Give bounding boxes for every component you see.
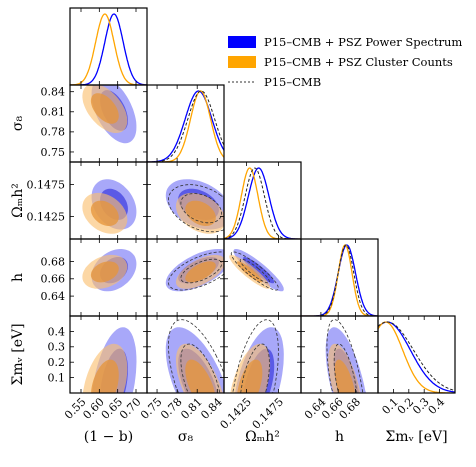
y-axis-label-h: h [10,273,26,282]
y-tick-label-h: 0.64 [41,290,66,303]
contour-95-p15cmb [167,319,224,393]
panel-frame-1-1 [146,84,225,163]
y-axis-label-om: Ωₘh² [10,183,26,218]
panel-s8-vs-om [165,179,224,234]
axis-labels-layer: (1 − b) σ₈ Ωₘh² h Σmᵥ [eV] σ₈ Ωₘh² h Σmᵥ [eV] [10,116,448,445]
y-tick-label-s8: 0.81 [41,106,66,119]
x-tick-label-b: 0.70 [117,395,144,422]
x-axis-label-s8: σ₈ [178,429,194,445]
contour-68-series-1 [90,261,119,283]
contour-68-series-1 [237,359,263,393]
contour-95-p15cmb [167,251,224,291]
contour-68-p15cmb [239,258,270,284]
marginal-curve-1 [224,167,301,239]
y-tick-label-mnu: 0.1 [48,371,66,384]
legend-label-1: P15–CMB + PSZ Cluster Counts [264,55,453,69]
legend-swatch-1 [228,56,256,68]
contour-68-series-1 [185,200,216,226]
marginal-curve-0 [70,13,147,85]
x-axis-label-om: Ωₘh² [245,429,280,445]
x-tick-label-om: 0.1425 [218,395,254,431]
panel-s8-vs-mnu [165,319,224,393]
y-tick-label-s8: 0.75 [41,146,66,159]
y-tick-label-h: 0.66 [41,273,66,286]
contour-95-p15cmb [231,319,279,393]
marginal-curve-2 [378,321,455,391]
panel-frame-4-4 [377,315,456,394]
marginal-b [70,13,147,85]
y-tick-label-s8: 0.84 [41,86,66,99]
panel-s8-vs-h [165,249,224,292]
panel-frame-3-3 [300,238,379,317]
legend-swatch-0 [228,36,256,48]
marginal-curve-1 [147,90,224,162]
contour-68-p15cmb [240,343,270,393]
marginal-curve-0 [378,321,455,393]
contour-68-series-1 [185,359,216,393]
contour-68-series-1 [90,93,119,124]
y-axis-label-s8: σ₈ [10,116,26,132]
y-tick-label-mnu: 0.2 [48,356,66,369]
marginal-curve-2 [301,244,378,316]
marginal-om [224,167,301,239]
contour-95-p15cmb [326,319,366,393]
panel-om-vs-mnu [229,319,284,393]
panel-b-vs-mnu [82,327,137,393]
x-tick-label-mnu: 0.4 [426,395,448,417]
x-axis-label-h: h [335,429,344,445]
x-tick-label-s8: 0.75 [138,395,165,422]
legend-label-0: P15–CMB + PSZ Power Spectrum [264,35,462,49]
x-tick-label-s8: 0.81 [178,395,205,422]
marginal-curve-1 [378,321,455,393]
contour-68-series-1 [334,359,356,393]
panels-layer [70,13,455,393]
legend-label-2: P15–CMB [264,75,321,89]
marginal-curve-2 [224,167,301,239]
y-axis-label-mnu: Σmᵥ [eV] [10,323,26,385]
x-tick-label-om: 0.1475 [250,395,286,431]
frames-layer [69,7,456,394]
marginal-mnu [378,321,455,393]
y-tick-label-s8: 0.78 [41,126,66,139]
x-tick-label-s8: 0.78 [158,395,185,422]
y-tick-label-h: 0.68 [41,255,66,268]
marginal-curve-2 [147,90,224,162]
y-tick-label-mnu: 0.3 [48,341,66,354]
panel-b-vs-s8 [82,85,137,144]
contour-68-p15cmb [180,258,223,284]
y-tick-label-om: 0.1475 [27,178,66,191]
x-axis-label-mnu: Σmᵥ [eV] [385,429,447,445]
panel-b-vs-h [82,249,137,292]
contour-68-series-1 [185,261,216,283]
contour-95-p15cmb [167,184,224,233]
marginal-s8 [147,90,224,162]
panel-b-vs-om [82,179,137,234]
contour-95-p15cmb [230,251,279,291]
y-tick-label-om: 0.1425 [27,210,66,223]
marginal-curve-0 [224,167,301,239]
marginal-curve-0 [301,244,378,316]
contour-68-series-1 [90,200,119,226]
marginal-curve-1 [301,244,378,316]
panel-h-vs-mnu [325,319,368,393]
panel-om-vs-h [229,249,284,292]
contour-68-p15cmb [180,193,223,224]
y-tick-label-mnu: 0.4 [48,325,66,338]
x-axis-label-b: (1 − b) [84,429,133,445]
legend: P15–CMB + PSZ Power Spectrum P15–CMB + PS… [228,35,462,89]
contour-68-series-1 [90,359,119,393]
marginal-h [301,244,378,316]
